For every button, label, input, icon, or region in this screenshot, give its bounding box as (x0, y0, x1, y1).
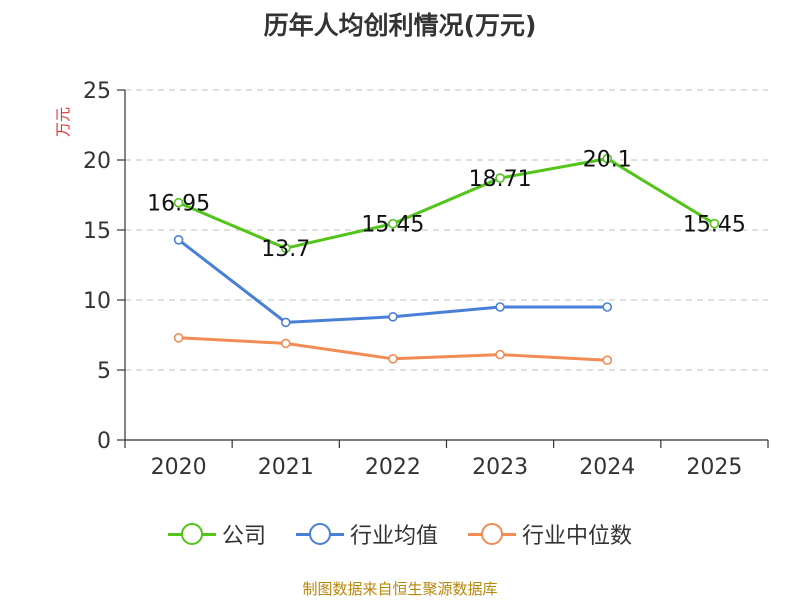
legend-marker-company-icon (167, 522, 216, 546)
data-point-1-0 (173, 235, 184, 245)
data-point-0-3 (495, 173, 505, 183)
data-point-2-0 (173, 332, 184, 343)
legend-marker-industry-average-icon (295, 522, 344, 546)
y-tick-label: 25 (83, 79, 111, 104)
data-label: 15.45 (361, 213, 424, 238)
legend: 公司 行业均值 行业中位数 (0, 518, 800, 550)
legend-item-company[interactable]: 公司 (167, 518, 266, 550)
data-point-1-3 (495, 302, 505, 312)
data-point-0-0 (173, 197, 184, 208)
data-labels: 16.95 13.7 15.45 18.71 20.1 15.45 (147, 148, 746, 263)
y-tick-label: 20 (83, 149, 111, 174)
grid-lines (125, 89, 768, 371)
data-point-1-1 (280, 317, 291, 328)
data-label: 18.71 (469, 167, 532, 192)
data-point-0-2 (388, 218, 398, 229)
y-tick-label: 5 (97, 359, 111, 384)
data-point-0-1 (280, 243, 291, 253)
series-line-0 (177, 157, 716, 250)
legend-label-industry-median: 行业中位数 (522, 524, 633, 549)
x-tick-label: 2020 (151, 455, 207, 480)
series-line-1 (177, 238, 608, 324)
x-tick-label: 2025 (686, 455, 742, 480)
series-layer (173, 153, 720, 366)
x-tick-label: 2021 (258, 455, 314, 480)
data-label: 16.95 (147, 192, 210, 217)
data-point-1-4 (602, 302, 613, 312)
source-note: 制图数据来自恒生聚源数据库 (302, 580, 498, 598)
data-point-0-5 (709, 218, 720, 229)
data-point-2-2 (388, 353, 398, 364)
y-axis-label: 万元 (54, 107, 72, 137)
y-tick-label: 15 (83, 219, 111, 244)
data-point-2-4 (602, 355, 613, 366)
x-tick-label: 2024 (579, 455, 635, 480)
chart-title: 历年人均创利情况(万元) (263, 11, 537, 40)
data-point-0-4 (602, 153, 613, 164)
legend-item-industry-average[interactable]: 行业均值 (295, 518, 438, 550)
data-point-1-2 (388, 311, 398, 322)
legend-item-industry-median[interactable]: 行业中位数 (468, 518, 632, 550)
x-tick-label: 2022 (365, 455, 421, 480)
data-label: 13.7 (261, 237, 310, 262)
data-point-2-3 (495, 349, 505, 360)
data-label: 15.45 (683, 213, 746, 238)
data-label: 20.1 (583, 148, 632, 173)
x-tick-label: 2023 (472, 455, 528, 480)
y-tick-label: 0 (97, 429, 111, 454)
y-tick-label: 10 (83, 289, 111, 314)
data-point-2-1 (280, 338, 291, 349)
legend-label-industry-average: 行业均值 (349, 524, 438, 549)
legend-marker-industry-median-icon (468, 522, 516, 546)
legend-label-company: 公司 (221, 524, 266, 549)
